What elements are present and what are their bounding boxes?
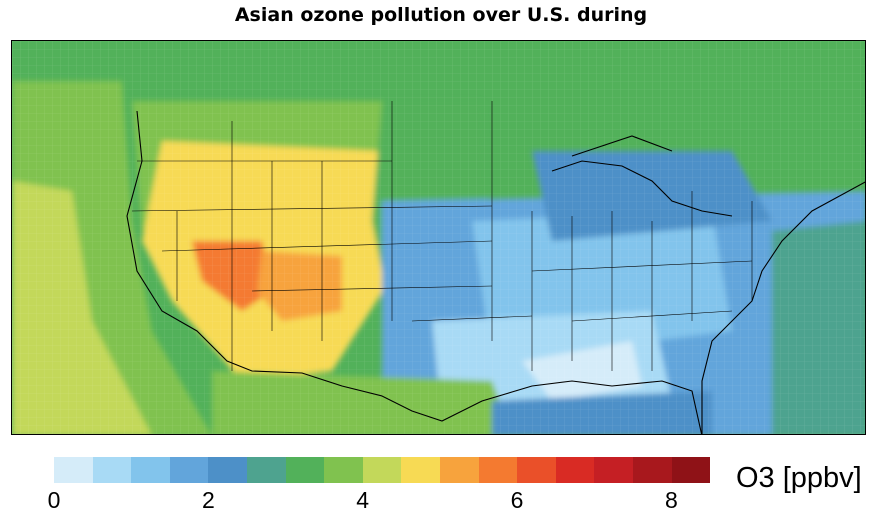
colorbar-tick-label: 0 (47, 487, 61, 513)
model-grid (12, 41, 865, 434)
units-label: O3 [ppbv] (736, 462, 862, 494)
map-title: Asian ozone pollution over U.S. during (234, 4, 648, 26)
colorbar-swatch (208, 457, 247, 483)
colorbar-swatch (285, 457, 325, 483)
colorbar-swatch (439, 457, 479, 483)
colorbar-tick-label: 2 (201, 487, 215, 513)
coastlines (126, 110, 865, 434)
colorbar-swatch (671, 457, 711, 483)
colorbar-swatch (401, 457, 440, 483)
colorbar-swatch (362, 457, 402, 483)
colorbar-tick-label: 4 (356, 487, 370, 513)
colorbar-swatch (324, 457, 363, 483)
colorbar-swatch (594, 457, 633, 483)
colorbar-swatch (478, 457, 518, 483)
colorbar-swatch (54, 457, 93, 483)
ozone-map (11, 40, 866, 435)
colorbar-swatch (517, 457, 556, 483)
colorbar-swatch (131, 457, 170, 483)
colorbar (54, 457, 711, 483)
colorbar-tick-label: 8 (665, 487, 678, 513)
colorbar-swatch (555, 457, 595, 483)
colorbar-swatch (92, 457, 132, 483)
colorbar-swatch (169, 457, 209, 483)
colorbar-swatch (246, 457, 286, 483)
colorbar-tick-label: 6 (510, 487, 524, 513)
state-borders (131, 101, 753, 371)
colorbar-swatch (632, 457, 672, 483)
